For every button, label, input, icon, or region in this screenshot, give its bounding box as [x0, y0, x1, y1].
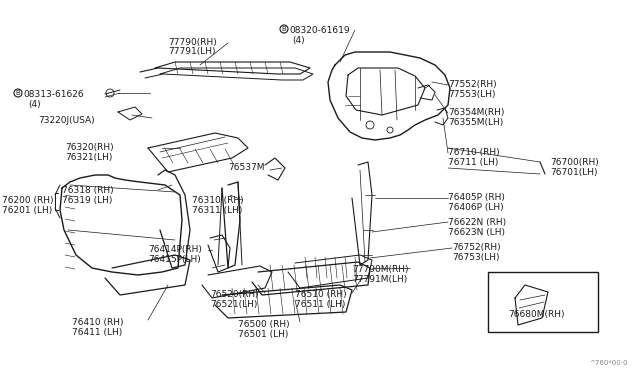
Text: 76415P(LH): 76415P(LH)	[148, 255, 201, 264]
Text: 76501 (LH): 76501 (LH)	[238, 330, 289, 339]
Text: 76537M: 76537M	[228, 163, 264, 172]
Text: 76521(LH): 76521(LH)	[210, 300, 257, 309]
Text: 76321(LH): 76321(LH)	[65, 153, 113, 162]
Text: 76354M(RH): 76354M(RH)	[448, 108, 504, 117]
Text: 76511 (LH): 76511 (LH)	[295, 300, 346, 309]
Text: 76680M(RH): 76680M(RH)	[508, 310, 564, 319]
Text: 76623N (LH): 76623N (LH)	[448, 228, 505, 237]
Text: 76701(LH): 76701(LH)	[550, 168, 598, 177]
Text: (4): (4)	[292, 36, 305, 45]
Text: 76318 (RH): 76318 (RH)	[62, 186, 114, 195]
Text: ^760*00·0: ^760*00·0	[589, 360, 628, 366]
Text: 76510 (RH): 76510 (RH)	[295, 290, 347, 299]
Text: 76622N (RH): 76622N (RH)	[448, 218, 506, 227]
Text: 77791M(LH): 77791M(LH)	[352, 275, 407, 284]
Text: 76700(RH): 76700(RH)	[550, 158, 599, 167]
Text: 08313-61626: 08313-61626	[23, 90, 84, 99]
Text: 08320-61619: 08320-61619	[289, 26, 349, 35]
Text: 76311 (LH): 76311 (LH)	[192, 206, 243, 215]
Text: 76414P(RH): 76414P(RH)	[148, 245, 202, 254]
Text: 77791(LH): 77791(LH)	[168, 47, 216, 56]
Text: B: B	[282, 26, 286, 32]
Text: 76500 (RH): 76500 (RH)	[238, 320, 290, 329]
Text: 76310 (RH): 76310 (RH)	[192, 196, 244, 205]
Text: (4): (4)	[28, 100, 40, 109]
Text: 76410 (RH): 76410 (RH)	[72, 318, 124, 327]
Text: 77790(RH): 77790(RH)	[168, 38, 217, 47]
Bar	[488, 272, 598, 332]
Text: 76355M(LH): 76355M(LH)	[448, 118, 503, 127]
Text: 76520(RH): 76520(RH)	[210, 290, 259, 299]
Text: 73220J(USA): 73220J(USA)	[38, 116, 95, 125]
Text: 76405P (RH): 76405P (RH)	[448, 193, 505, 202]
Text: 76711 (LH): 76711 (LH)	[448, 158, 499, 167]
Text: 76752(RH): 76752(RH)	[452, 243, 500, 252]
Text: 76753(LH): 76753(LH)	[452, 253, 499, 262]
Text: 76320(RH): 76320(RH)	[65, 143, 114, 152]
Text: 77552(RH): 77552(RH)	[448, 80, 497, 89]
Text: B: B	[15, 90, 20, 96]
Text: 77553(LH): 77553(LH)	[448, 90, 495, 99]
Text: 77790M(RH): 77790M(RH)	[352, 265, 408, 274]
Text: 76411 (LH): 76411 (LH)	[72, 328, 122, 337]
Text: 76319 (LH): 76319 (LH)	[62, 196, 113, 205]
Text: 76201 (LH): 76201 (LH)	[2, 206, 52, 215]
Text: 76200 (RH): 76200 (RH)	[2, 196, 54, 205]
Text: 76710 (RH): 76710 (RH)	[448, 148, 500, 157]
Text: 76406P (LH): 76406P (LH)	[448, 203, 504, 212]
